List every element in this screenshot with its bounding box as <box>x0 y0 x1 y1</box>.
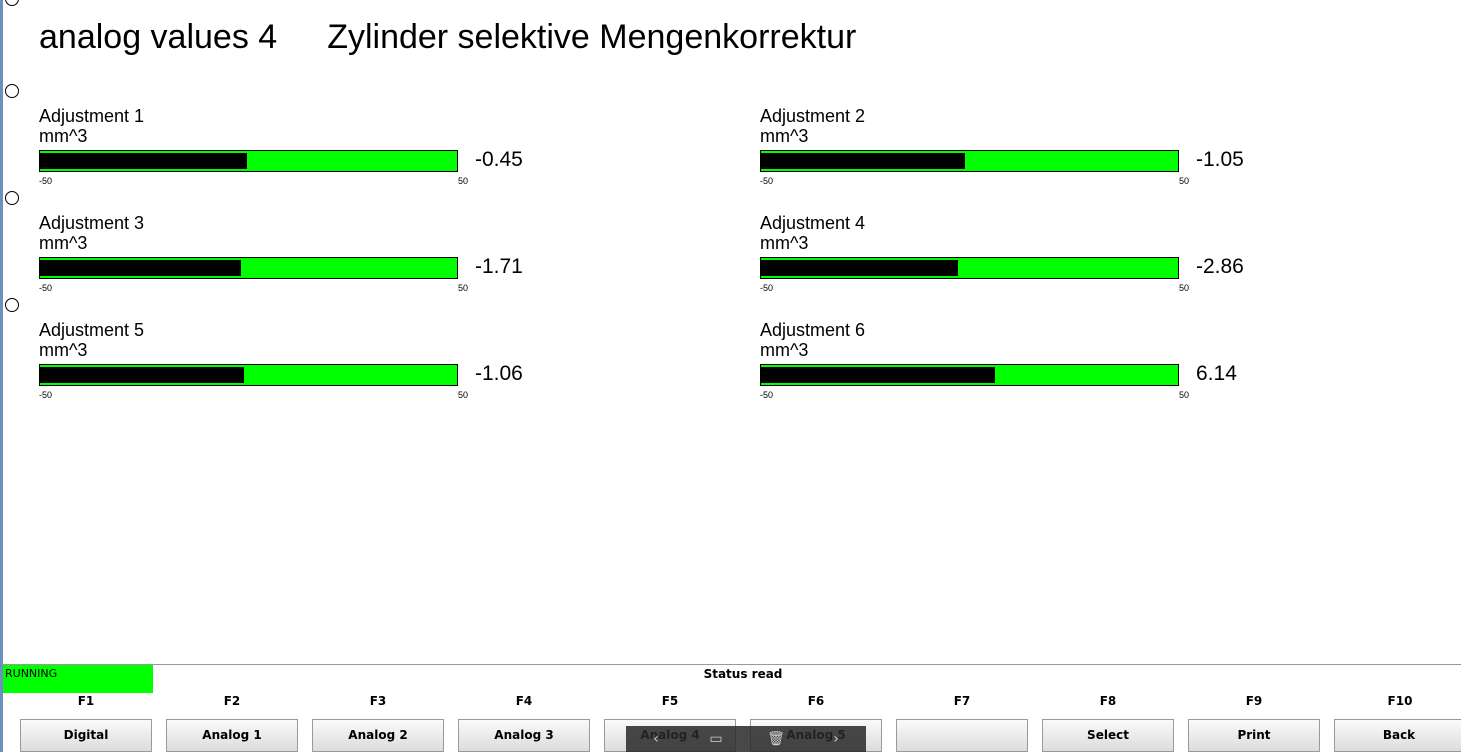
gauge-bar <box>760 364 1179 386</box>
analog-3-button[interactable]: Analog 3 <box>458 719 590 752</box>
gauge-max-label: 50 <box>458 390 469 400</box>
digital-button[interactable]: Digital <box>20 719 152 752</box>
gauge-bar-fill <box>40 153 247 169</box>
gauge-label: Adjustment 3 <box>39 213 145 233</box>
gauge-adjustment-4: Adjustment 4 mm^3 -50 50 -2.86 <box>760 213 1280 303</box>
gauge-min-label: -50 <box>760 390 774 400</box>
gauge-unit: mm^3 <box>760 233 809 253</box>
row-radio-button[interactable] <box>5 298 19 312</box>
gauge-min-label: -50 <box>760 176 774 186</box>
status-badge: RUNNING <box>3 665 153 693</box>
status-message: Status read <box>703 667 783 681</box>
gauge-adjustment-5: Adjustment 5 mm^3 -50 50 -1.06 <box>39 320 559 410</box>
fkey-label-f7: F7 <box>953 694 971 708</box>
gauge-label: Adjustment 2 <box>760 106 866 126</box>
gauge-bar-fill <box>40 367 245 383</box>
gauge-label: Adjustment 4 <box>760 213 866 233</box>
page-header: analog values 4 Zylinder selektive Menge… <box>39 18 856 57</box>
chevron-right-icon[interactable]: › <box>833 731 839 747</box>
gauge-max-label: 50 <box>1179 390 1190 400</box>
row-radio-button[interactable] <box>5 84 19 98</box>
gauge-min-label: -50 <box>39 390 53 400</box>
gauge-unit: mm^3 <box>39 126 88 146</box>
gauge-value: -2.86 <box>1196 255 1244 278</box>
monitor-icon[interactable]: ▭ <box>709 731 723 747</box>
gauge-bar <box>760 150 1179 172</box>
back-button[interactable]: Back <box>1334 719 1461 752</box>
gauge-value: 6.14 <box>1196 362 1237 385</box>
f7-button[interactable] <box>896 719 1028 752</box>
gauge-bar <box>39 257 458 279</box>
gauge-bar <box>39 364 458 386</box>
gauge-value: -0.45 <box>475 148 523 171</box>
trash-icon[interactable]: 🗑 <box>767 731 785 747</box>
gauge-label: Adjustment 1 <box>39 106 145 126</box>
gauge-value: -1.71 <box>475 255 523 278</box>
gauge-adjustment-2: Adjustment 2 mm^3 -50 50 -1.05 <box>760 106 1280 196</box>
gauge-adjustment-1: Adjustment 1 mm^3 -50 50 -0.45 <box>39 106 559 196</box>
gauge-max-label: 50 <box>1179 283 1190 293</box>
gauge-min-label: -50 <box>39 176 53 186</box>
fkey-label-f6: F6 <box>807 694 825 708</box>
fkey-label-f10: F10 <box>1387 694 1413 708</box>
gauge-unit: mm^3 <box>760 340 809 360</box>
gauge-unit: mm^3 <box>39 340 88 360</box>
fkey-label-f1: F1 <box>77 694 95 708</box>
gauge-value: -1.05 <box>1196 148 1244 171</box>
gauge-adjustment-6: Adjustment 6 mm^3 -50 50 6.14 <box>760 320 1280 410</box>
chevron-left-icon[interactable]: ‹ <box>653 731 659 747</box>
gauge-min-label: -50 <box>39 283 53 293</box>
select-button[interactable]: Select <box>1042 719 1174 752</box>
gauge-bar-fill <box>761 367 996 383</box>
gauge-bar-fill <box>761 260 958 276</box>
gauge-bar-fill <box>40 260 242 276</box>
status-divider <box>3 664 1461 665</box>
gauge-unit: mm^3 <box>39 233 88 253</box>
fkey-label-f8: F8 <box>1099 694 1117 708</box>
fkey-label-f9: F9 <box>1245 694 1263 708</box>
overlay-toolbar: ‹ ▭ 🗑 › <box>626 726 866 752</box>
page-title: analog values 4 <box>39 18 278 56</box>
row-radio-button[interactable] <box>5 191 19 205</box>
gauge-max-label: 50 <box>1179 176 1190 186</box>
analog-2-button[interactable]: Analog 2 <box>312 719 444 752</box>
analog-1-button[interactable]: Analog 1 <box>166 719 298 752</box>
gauge-unit: mm^3 <box>760 126 809 146</box>
page-subtitle: Zylinder selektive Mengenkorrektur <box>327 18 857 56</box>
fkey-label-f4: F4 <box>515 694 533 708</box>
gauge-bar <box>39 150 458 172</box>
gauge-label: Adjustment 6 <box>760 320 866 340</box>
gauge-adjustment-3: Adjustment 3 mm^3 -50 50 -1.71 <box>39 213 559 303</box>
gauge-bar <box>760 257 1179 279</box>
gauge-min-label: -50 <box>760 283 774 293</box>
gauge-value: -1.06 <box>475 362 523 385</box>
fkey-label-f5: F5 <box>661 694 679 708</box>
print-button[interactable]: Print <box>1188 719 1320 752</box>
gauge-max-label: 50 <box>458 176 469 186</box>
fkey-label-f2: F2 <box>223 694 241 708</box>
gauge-max-label: 50 <box>458 283 469 293</box>
gauge-bar-fill <box>761 153 966 169</box>
gauge-label: Adjustment 5 <box>39 320 145 340</box>
row-radio-button[interactable] <box>5 0 19 6</box>
fkey-label-f3: F3 <box>369 694 387 708</box>
